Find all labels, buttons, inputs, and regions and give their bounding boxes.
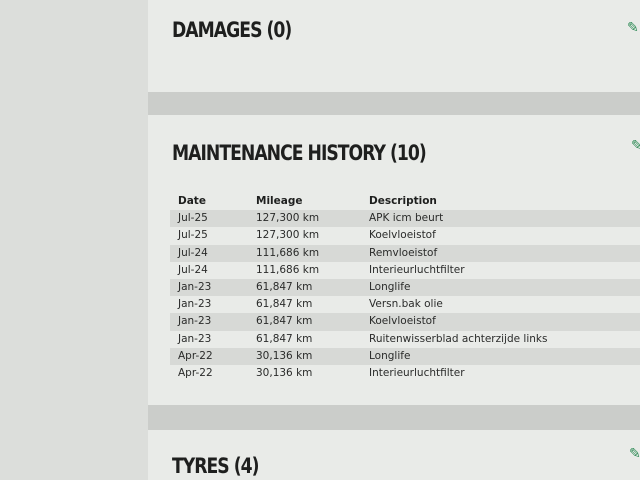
description-cell: Koelvloeistof — [369, 315, 436, 328]
edit-icon[interactable]: ✎ — [629, 446, 640, 462]
date-cell: Jul-25 — [178, 212, 208, 225]
section-divider — [148, 92, 640, 115]
mileage-cell: 61,847 km — [256, 332, 313, 345]
edit-icon[interactable]: ✎ — [631, 138, 640, 154]
description-cell: Versn.bak olie — [369, 298, 443, 311]
damages-title: DAMAGES (0) — [172, 18, 292, 42]
maintenance-table: Date Mileage Description Jul-25 127,300 k… — [170, 193, 640, 382]
description-cell: Interieurluchtfilter — [369, 366, 465, 379]
mileage-cell: 127,300 km — [256, 212, 320, 225]
edit-icon[interactable]: ✎ — [627, 20, 639, 36]
table-row: Apr-22 30,136 km Interieurluchtfilter — [170, 365, 640, 382]
table-row: Jul-24 111,686 km Interieurluchtfilter — [170, 262, 640, 279]
mileage-cell: 111,686 km — [256, 246, 320, 259]
table-row: Jan-23 61,847 km Ruitenwisserblad achterzi… — [170, 331, 640, 348]
date-cell: Jan-23 — [178, 315, 212, 328]
table-header: Date Mileage Description — [170, 193, 640, 210]
table-row: Jul-25 127,300 km Koelvloeistof — [170, 227, 640, 244]
description-cell: Longlife — [369, 349, 411, 362]
mileage-cell: 111,686 km — [256, 263, 320, 276]
mileage-cell: 61,847 km — [256, 280, 313, 293]
table-row: Jan-23 61,847 km Longlife — [170, 278, 640, 297]
maintenance-section: MAINTENANCE HISTORY (10) Date Mileage De… — [148, 115, 640, 405]
section-divider — [148, 405, 640, 430]
tyres-section: TYRES (4) — [148, 430, 640, 480]
date-cell: Apr-22 — [178, 366, 213, 379]
mileage-cell: 127,300 km — [256, 229, 320, 242]
date-cell: Jan-23 — [178, 280, 212, 293]
table-row: Jul-25 127,300 km APK icm beurt — [170, 210, 640, 228]
damages-section: DAMAGES (0) — [148, 0, 640, 92]
column-header-date: Date — [178, 195, 206, 207]
date-cell: Jan-23 — [178, 332, 212, 345]
description-cell: Koelvloeistof — [369, 229, 436, 242]
description-cell: Interieurluchtfilter — [369, 263, 465, 276]
description-cell: APK icm beurt — [369, 212, 444, 225]
page-background — [0, 0, 148, 480]
mileage-cell: 61,847 km — [256, 298, 313, 311]
maintenance-title: MAINTENANCE HISTORY (10) — [172, 141, 427, 165]
date-cell: Jul-25 — [178, 229, 208, 242]
date-cell: Jul-24 — [178, 246, 208, 259]
mileage-cell: 61,847 km — [256, 315, 313, 328]
description-cell: Remvloeistof — [369, 246, 438, 259]
date-cell: Apr-22 — [178, 349, 213, 362]
date-cell: Jan-23 — [178, 298, 212, 311]
table-row: Jul-24 111,686 km Remvloeistof — [170, 244, 640, 262]
column-header-mileage: Mileage — [256, 195, 303, 207]
description-cell: Longlife — [369, 280, 411, 293]
table-row: Jan-23 61,847 km Versn.bak olie — [170, 296, 640, 313]
table-row: Jan-23 61,847 km Koelvloeistof — [170, 313, 640, 331]
table-row: Apr-22 30,136 km Longlife — [170, 347, 640, 365]
mileage-cell: 30,136 km — [256, 349, 313, 362]
tyres-title: TYRES (4) — [172, 454, 259, 478]
mileage-cell: 30,136 km — [256, 366, 313, 379]
column-header-description: Description — [369, 195, 437, 207]
date-cell: Jul-24 — [178, 263, 208, 276]
description-cell: Ruitenwisserblad achterzijde links — [369, 332, 548, 345]
